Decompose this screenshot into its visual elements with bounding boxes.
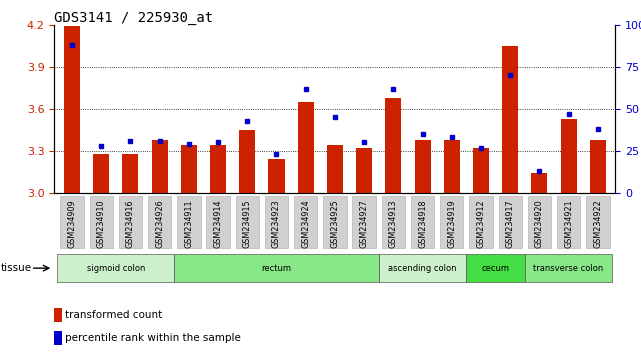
Text: cecum: cecum bbox=[481, 264, 510, 273]
FancyBboxPatch shape bbox=[119, 196, 142, 249]
Bar bbox=[64, 26, 80, 193]
Bar bbox=[327, 145, 343, 193]
Text: GSM234914: GSM234914 bbox=[213, 199, 222, 247]
Bar bbox=[54, 331, 62, 344]
FancyBboxPatch shape bbox=[411, 196, 434, 249]
Text: GSM234921: GSM234921 bbox=[564, 199, 573, 248]
FancyBboxPatch shape bbox=[323, 196, 347, 249]
Text: GSM234909: GSM234909 bbox=[67, 199, 76, 248]
Bar bbox=[210, 145, 226, 193]
Text: GSM234911: GSM234911 bbox=[185, 199, 194, 247]
Text: GSM234918: GSM234918 bbox=[418, 199, 427, 247]
Bar bbox=[561, 119, 577, 193]
FancyBboxPatch shape bbox=[265, 196, 288, 249]
Bar bbox=[444, 140, 460, 193]
Text: transformed count: transformed count bbox=[65, 310, 163, 320]
Text: GSM234910: GSM234910 bbox=[97, 199, 106, 247]
Text: GSM234919: GSM234919 bbox=[447, 199, 456, 248]
Bar bbox=[502, 46, 518, 193]
Bar bbox=[590, 140, 606, 193]
Text: ascending colon: ascending colon bbox=[388, 264, 457, 273]
FancyBboxPatch shape bbox=[90, 196, 113, 249]
Bar bbox=[122, 154, 138, 193]
FancyBboxPatch shape bbox=[174, 254, 379, 282]
Bar bbox=[473, 148, 489, 193]
Text: sigmoid colon: sigmoid colon bbox=[87, 264, 145, 273]
Bar bbox=[152, 140, 168, 193]
Bar bbox=[93, 154, 109, 193]
Text: GSM234913: GSM234913 bbox=[389, 199, 398, 247]
Bar bbox=[415, 140, 431, 193]
FancyBboxPatch shape bbox=[148, 196, 171, 249]
Text: GDS3141 / 225930_at: GDS3141 / 225930_at bbox=[54, 11, 213, 25]
FancyBboxPatch shape bbox=[294, 196, 317, 249]
Text: tissue: tissue bbox=[1, 263, 32, 273]
Bar bbox=[269, 159, 285, 193]
FancyBboxPatch shape bbox=[525, 254, 612, 282]
FancyBboxPatch shape bbox=[60, 196, 84, 249]
FancyBboxPatch shape bbox=[557, 196, 580, 249]
Text: percentile rank within the sample: percentile rank within the sample bbox=[65, 332, 241, 343]
Text: GSM234924: GSM234924 bbox=[301, 199, 310, 248]
Text: GSM234920: GSM234920 bbox=[535, 199, 544, 248]
Text: GSM234923: GSM234923 bbox=[272, 199, 281, 248]
FancyBboxPatch shape bbox=[236, 196, 259, 249]
FancyBboxPatch shape bbox=[379, 254, 467, 282]
Text: GSM234912: GSM234912 bbox=[476, 199, 485, 248]
FancyBboxPatch shape bbox=[469, 196, 493, 249]
Bar bbox=[181, 145, 197, 193]
Text: GSM234922: GSM234922 bbox=[594, 199, 603, 248]
Bar bbox=[385, 98, 401, 193]
Bar bbox=[297, 102, 313, 193]
Text: GSM234915: GSM234915 bbox=[243, 199, 252, 248]
Text: GSM234916: GSM234916 bbox=[126, 199, 135, 247]
FancyBboxPatch shape bbox=[58, 254, 174, 282]
FancyBboxPatch shape bbox=[177, 196, 201, 249]
FancyBboxPatch shape bbox=[353, 196, 376, 249]
Text: transverse colon: transverse colon bbox=[533, 264, 604, 273]
Bar bbox=[531, 173, 547, 193]
Bar bbox=[54, 308, 62, 322]
FancyBboxPatch shape bbox=[206, 196, 229, 249]
Text: rectum: rectum bbox=[262, 264, 292, 273]
FancyBboxPatch shape bbox=[586, 196, 610, 249]
FancyBboxPatch shape bbox=[528, 196, 551, 249]
FancyBboxPatch shape bbox=[467, 254, 525, 282]
FancyBboxPatch shape bbox=[440, 196, 463, 249]
FancyBboxPatch shape bbox=[499, 196, 522, 249]
Text: GSM234927: GSM234927 bbox=[360, 199, 369, 248]
Text: GSM234917: GSM234917 bbox=[506, 199, 515, 248]
Bar bbox=[239, 130, 255, 193]
Bar bbox=[356, 148, 372, 193]
Text: GSM234925: GSM234925 bbox=[330, 199, 340, 248]
FancyBboxPatch shape bbox=[381, 196, 405, 249]
Text: GSM234926: GSM234926 bbox=[155, 199, 164, 248]
